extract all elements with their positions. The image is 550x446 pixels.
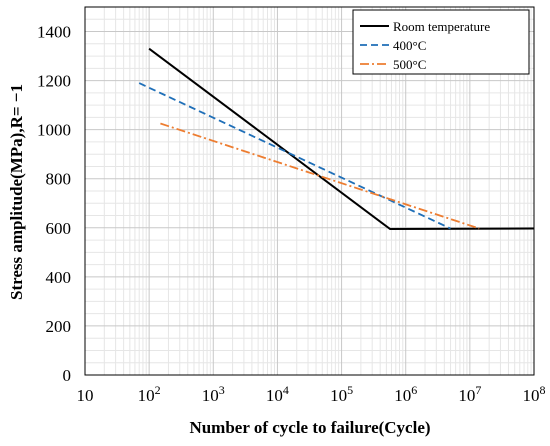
x-axis-title: Number of cycle to failure(Cycle) bbox=[189, 418, 430, 437]
legend-label: 400°C bbox=[393, 38, 426, 53]
legend: Room temperature 400°C 500°C bbox=[352, 9, 530, 75]
x-tick-label: 102 bbox=[138, 383, 161, 405]
x-tick-label: 105 bbox=[330, 383, 353, 405]
x-tick-labels: 10 102 103 104 105 106 107 108 bbox=[77, 383, 546, 405]
y-tick-label: 200 bbox=[46, 317, 72, 336]
y-tick-label: 0 bbox=[63, 366, 72, 385]
series-line-3 bbox=[160, 122, 480, 230]
y-tick-label: 1200 bbox=[37, 72, 71, 91]
series-line-1 bbox=[148, 47, 535, 231]
x-tick-label: 10 bbox=[77, 386, 94, 405]
legend-label: 500°C bbox=[393, 57, 426, 72]
plot-area-frame bbox=[84, 6, 535, 376]
x-tick-label: 108 bbox=[523, 383, 546, 405]
y-tick-label: 1400 bbox=[37, 23, 71, 42]
y-tick-labels: 0 200 400 600 800 1000 1200 1400 bbox=[37, 23, 71, 385]
x-tick-label: 106 bbox=[394, 383, 417, 405]
y-tick-label: 400 bbox=[46, 268, 72, 287]
legend-label: Room temperature bbox=[393, 19, 490, 34]
y-tick-label: 1000 bbox=[37, 121, 71, 140]
x-tick-label: 103 bbox=[202, 383, 225, 405]
series-line-2 bbox=[138, 82, 451, 230]
x-tick-label: 104 bbox=[266, 383, 289, 405]
y-tick-label: 600 bbox=[46, 219, 72, 238]
grid-lines bbox=[84, 7, 535, 376]
x-tick-label: 107 bbox=[458, 383, 481, 405]
y-tick-label: 800 bbox=[46, 170, 72, 189]
series-lines bbox=[138, 47, 535, 231]
y-axis-title: Stress amplitude(MPa),R= −1 bbox=[7, 84, 26, 300]
